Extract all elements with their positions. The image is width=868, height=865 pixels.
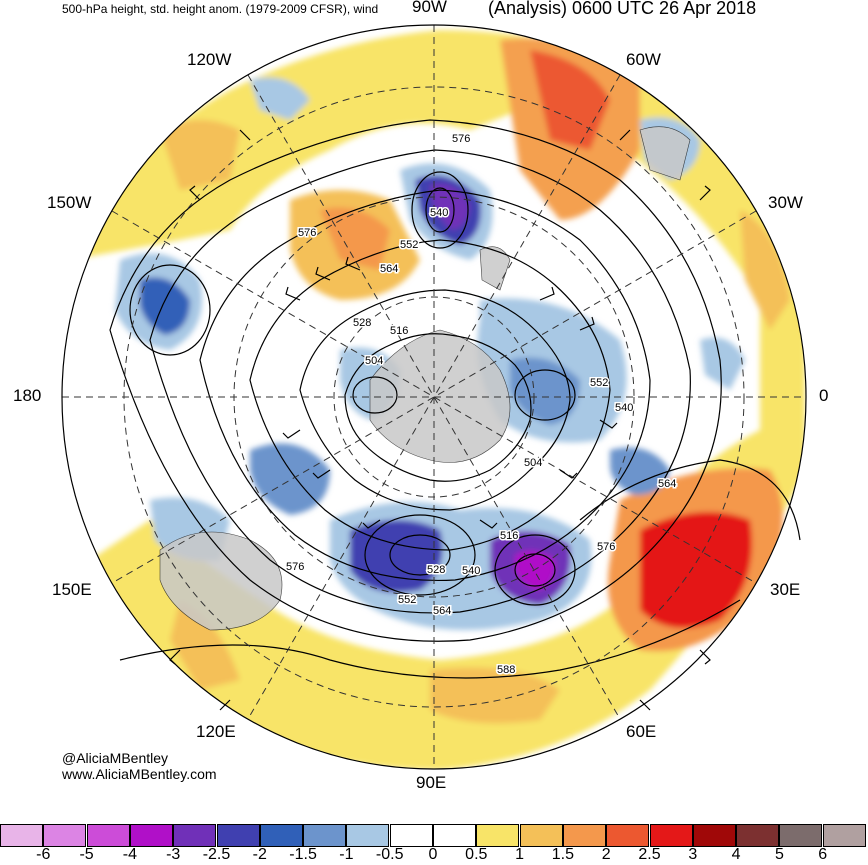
colorbar-label: 4 [731,846,741,863]
contour-label: 564 [380,263,398,275]
colorbar-label: -3 [166,846,181,863]
colorbar-label: -2.5 [202,846,231,863]
colorbar-label: 5 [774,846,784,863]
colorbar-swatch [43,824,87,847]
colorbar-swatch [736,824,780,847]
contour-label: 552 [400,239,418,251]
contour-label: 540 [430,207,448,219]
colorbar-label: -4 [122,846,137,863]
colorbar-swatch [606,824,650,847]
credit-site: www.AliciaMBentley.com [62,766,217,782]
colorbar-swatch [259,824,303,847]
contour-labels: 5765405525645765285165045525405045645165… [285,132,678,678]
lon-label-120w: 120W [187,50,232,69]
valid-time-title: (Analysis) 0600 UTC 26 Apr 2018 [488,0,757,18]
lon-label-60e: 60E [626,722,657,741]
contour-label: 516 [500,530,518,542]
contour-label: 504 [365,355,383,367]
contour-label: 540 [615,402,633,414]
product-title: 500-hPa height, std. height anom. (1979-… [62,2,379,16]
lon-label-30e: 30E [770,580,801,599]
lon-label-90w: 90W [412,0,447,16]
colorbar-label: 0.5 [465,846,488,863]
lon-label-0: 0 [819,386,829,405]
contour-label: 528 [427,564,445,576]
contour-label: 540 [462,565,480,577]
colorbar-label: 6 [818,846,828,863]
colorbar-label: 1 [515,846,525,863]
contour-label: 576 [298,227,316,239]
colorbar-label: 0 [428,846,438,863]
colorbar-swatch [346,824,390,847]
credit-handle: @AliciaMBentley [62,750,169,766]
colorbar-label: -0.5 [375,846,404,863]
colorbar-swatch [0,824,43,847]
colorbar-swatch [303,824,347,847]
lon-label-150e: 150E [52,580,92,599]
contour-label: 564 [433,605,451,617]
colorbar-label: 1.5 [551,846,575,863]
contour-label: 528 [353,317,371,329]
contour-label: 504 [524,457,542,469]
lon-label-150w: 150W [47,193,92,212]
colorbar-label: -1 [339,846,354,863]
colorbar-label: -6 [36,846,51,863]
contour-label: 576 [286,561,304,573]
contour-label: 552 [590,377,608,389]
contour-label: 576 [452,133,470,145]
colorbar-label: 3 [688,846,698,863]
colorbar-swatch [822,824,866,847]
colorbar-swatch [562,824,606,847]
colorbar-swatch [129,824,173,847]
colorbar-swatch [173,824,217,847]
colorbar-label: -1.5 [289,846,317,863]
graticule [62,25,806,769]
colorbar-label: 2 [601,846,611,863]
colorbar-swatch [86,824,130,847]
colorbar-swatch [216,824,260,847]
lon-label-60w: 60W [626,50,661,69]
polar-map: 5765405525645765285165045525405045645165… [61,24,807,770]
wind-barbs [169,129,711,711]
height-contours [109,119,801,679]
lon-label-30w: 30W [768,193,803,212]
contour-label: 576 [597,541,615,553]
colorbar-swatch [649,824,693,847]
map-border [61,24,807,770]
lon-label-180: 180 [13,386,42,405]
contour-label: 516 [390,325,408,337]
contour-label: 564 [658,478,676,490]
lon-label-90e: 90E [416,773,447,792]
contour-label: 552 [398,594,416,606]
colorbar-swatch [476,824,520,847]
colorbar-label: 2.5 [638,846,661,863]
colorbar-swatch [519,824,563,847]
colorbar-swatch [433,824,476,847]
colorbar-label: -5 [79,846,94,863]
colorbar-swatch [692,824,736,847]
colorbar-label: -2 [252,846,267,863]
colorbar-swatch [779,824,823,847]
contour-label: 588 [497,664,515,676]
lon-label-120e: 120E [196,722,236,741]
colorbar-swatch [389,824,433,847]
